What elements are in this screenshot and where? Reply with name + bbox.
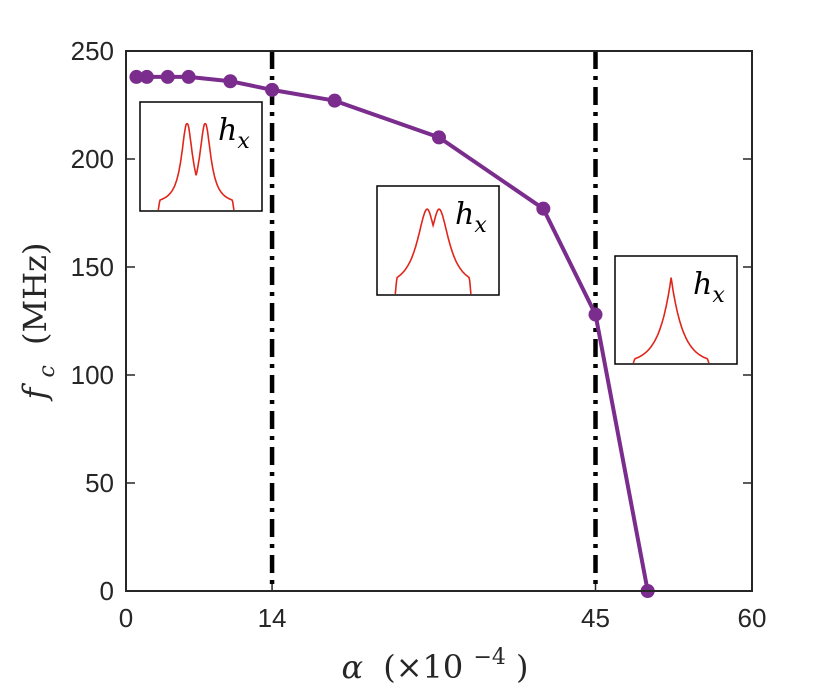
inset-label-subscript: x (237, 129, 250, 154)
inset-frame (139, 101, 263, 212)
x-axis-exponent: −4 (473, 645, 505, 670)
data-point (536, 201, 551, 216)
data-point (327, 93, 342, 108)
data-point (432, 130, 446, 145)
x-tick-label: 0 (119, 603, 133, 633)
y-axis-symbol: f (16, 383, 54, 402)
y-tick-label: 200 (71, 144, 114, 174)
inset-frame (614, 255, 738, 365)
inset-curve (394, 208, 472, 295)
y-axis-subscript: c (35, 365, 60, 377)
x-tick-label: 60 (738, 603, 767, 633)
ticks-layer: 0 14 45 60 0 50 100 150 200 250 (71, 36, 767, 633)
series-layer (129, 69, 655, 598)
data-point (588, 307, 603, 322)
inset-plot: hx (614, 255, 738, 365)
y-tick-label: 50 (85, 468, 114, 498)
x-axis-open: (×10 (383, 648, 463, 686)
data-point (181, 69, 196, 84)
inset-label: hx (693, 267, 725, 308)
reference-lines (269, 51, 598, 591)
inset-curve (632, 277, 710, 364)
data-point (139, 69, 154, 84)
inset-plot: hx (376, 185, 500, 296)
x-axis-symbol: α (341, 648, 363, 686)
inset-label-symbol: h (218, 113, 237, 148)
data-point (160, 69, 175, 84)
plot-area-frame (125, 50, 753, 592)
data-point (223, 74, 238, 89)
data-point (265, 82, 280, 97)
x-tick-label: 45 (581, 603, 610, 633)
y-tick-label: 0 (100, 576, 114, 606)
inset-label: hx (218, 113, 250, 154)
y-tick-label: 100 (71, 360, 114, 390)
inset-curve (157, 123, 235, 211)
inset-plot: hx (139, 101, 263, 212)
y-axis-label: f c (MHz) (16, 242, 62, 401)
inset-label-symbol: h (693, 267, 712, 302)
inset-label: hx (455, 197, 487, 238)
y-tick-label: 150 (71, 252, 114, 282)
inset-label-subscript: x (712, 283, 725, 308)
inset-label-subscript: x (474, 213, 487, 238)
x-axis-close: ) (516, 648, 528, 686)
x-tick-label: 14 (258, 603, 287, 633)
y-axis-unit: (MHz) (16, 242, 54, 345)
data-point (129, 69, 144, 84)
inset-frame (376, 185, 500, 296)
inset-label-symbol: h (455, 197, 474, 232)
y-tick-label: 250 (71, 36, 114, 66)
x-axis-label: α (×10 −4 ) (341, 634, 528, 686)
